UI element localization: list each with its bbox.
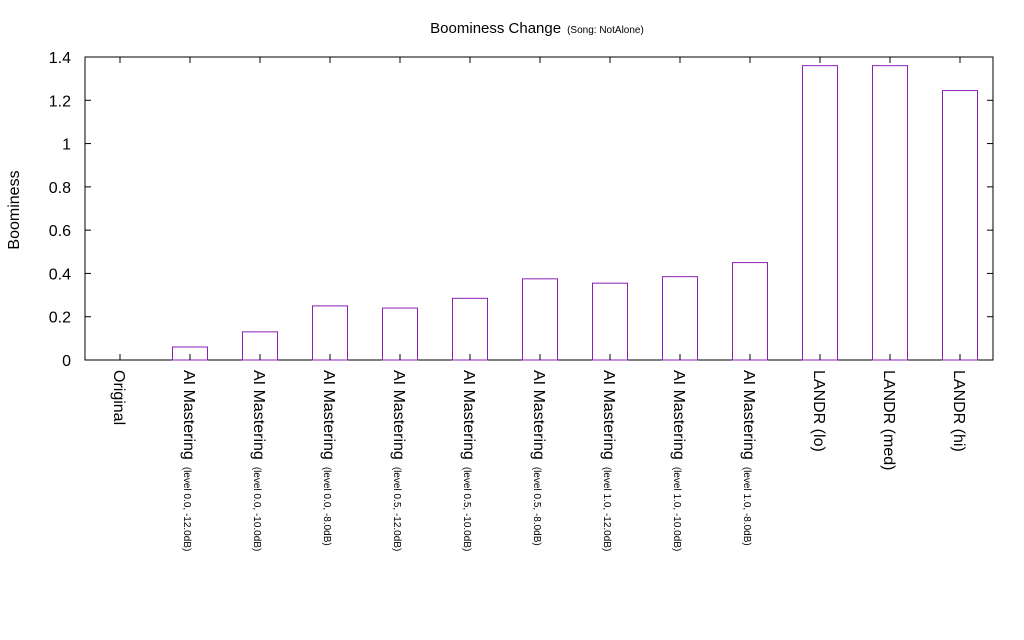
x-tick-label: Original [110, 370, 127, 425]
x-tick-label: AI Mastering (level 1.0, -10.0dB) [670, 370, 687, 551]
bar [592, 282, 628, 361]
x-tick-label: AI Mastering (level 0.5, -12.0dB) [390, 370, 407, 551]
x-tick-label: AI Mastering (level 0.0, -8.0dB) [320, 370, 337, 546]
x-axis: Original AI Mastering (level 0.0, -12.0dB)… [110, 57, 967, 551]
chart-title: Boominess Change (Song: NotAlone) [430, 20, 644, 37]
x-tick-label: AI Mastering (level 0.5, -8.0dB) [530, 370, 547, 546]
x-tick-label-main: LANDR (hi) [950, 370, 967, 452]
bar [662, 276, 698, 361]
x-tick-label: AI Mastering (level 0.0, -10.0dB) [250, 370, 267, 551]
bars [172, 65, 978, 361]
plot-frame [84, 56, 994, 361]
x-tick-label-main: AI Mastering [390, 370, 407, 460]
bar [802, 65, 838, 361]
x-tick-label-main: LANDR (med) [880, 370, 897, 470]
bar [732, 262, 768, 361]
x-tick-label-main: Original [110, 370, 127, 425]
x-tick-label-main: AI Mastering [180, 370, 197, 460]
x-tick-label-sub: (level 1.0, -10.0dB) [671, 467, 682, 552]
bar [942, 90, 978, 361]
bar [382, 307, 418, 361]
x-tick-label-main: AI Mastering [670, 370, 687, 460]
x-tick-label-main: LANDR (lo) [810, 370, 827, 452]
bar [312, 305, 348, 361]
x-tick-label: AI Mastering (level 1.0, -12.0dB) [600, 370, 617, 551]
x-tick-label-main: AI Mastering [320, 370, 337, 460]
x-tick-label-main: AI Mastering [600, 370, 617, 460]
chart-subtitle: (Song: NotAlone) [567, 25, 644, 36]
y-tick-label: 1.4 [49, 50, 71, 67]
y-axis-label-group: Boominess [6, 170, 23, 249]
x-tick-label-sub: (level 1.0, -12.0dB) [601, 467, 612, 552]
y-axis: 0 0.2 0.4 0.6 0.8 1 1.2 1.4 [49, 50, 993, 370]
chart-title-main: Boominess Change [430, 20, 561, 37]
x-tick-label-sub: (level 0.5, -8.0dB) [531, 467, 542, 546]
x-tick-label: LANDR (med) [880, 370, 897, 470]
x-tick-label: LANDR (hi) [950, 370, 967, 452]
x-tick-label-sub: (level 0.0, -12.0dB) [181, 467, 192, 552]
x-tick-label-sub: (level 0.0, -10.0dB) [251, 467, 262, 552]
y-tick-label: 0.2 [49, 310, 71, 327]
y-tick-label: 0.8 [49, 180, 71, 197]
bar [522, 278, 558, 361]
x-tick-label-main: AI Mastering [530, 370, 547, 460]
x-tick-label-main: AI Mastering [250, 370, 267, 460]
x-tick-label: AI Mastering (level 1.0, -8.0dB) [740, 370, 757, 546]
y-tick-label: 0 [62, 353, 71, 370]
bar [452, 297, 488, 361]
x-tick-label-main: AI Mastering [460, 370, 477, 460]
y-axis-label: Boominess [6, 170, 23, 249]
y-tick-label: 0.4 [49, 266, 71, 283]
y-tick-label: 1.2 [49, 93, 71, 110]
y-tick-label: 1 [62, 137, 71, 154]
x-tick-label: AI Mastering (level 0.0, -12.0dB) [180, 370, 197, 551]
x-tick-label: AI Mastering (level 0.5, -10.0dB) [460, 370, 477, 551]
x-tick-label-sub: (level 1.0, -8.0dB) [741, 467, 752, 546]
x-tick-label-sub: (level 0.0, -8.0dB) [321, 467, 332, 546]
x-tick-label: LANDR (lo) [810, 370, 827, 452]
x-tick-label-sub: (level 0.5, -12.0dB) [391, 467, 402, 552]
y-tick-label: 0.6 [49, 223, 71, 240]
bar [872, 65, 908, 361]
x-tick-label-sub: (level 0.5, -10.0dB) [461, 467, 472, 552]
x-tick-label-main: AI Mastering [740, 370, 757, 460]
